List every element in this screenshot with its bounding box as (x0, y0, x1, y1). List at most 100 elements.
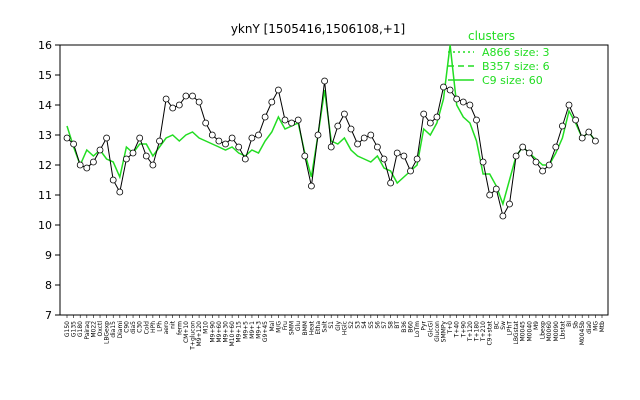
data-point (572, 116, 579, 124)
x-tick-label: MG (592, 321, 599, 331)
data-point (109, 176, 117, 184)
data-point (63, 134, 71, 142)
x-tick-label: M9+3 (256, 321, 263, 339)
data-point (274, 86, 282, 94)
x-tick-label: M10 (203, 321, 210, 334)
data-point (539, 167, 546, 175)
data-point (559, 122, 566, 130)
x-tick-label: S7 (381, 321, 388, 329)
data-point (301, 152, 309, 160)
data-point (565, 101, 573, 109)
x-tick-label: S3 (355, 321, 362, 329)
data-point (340, 110, 348, 118)
data-point (307, 182, 315, 190)
y-tick-label: 12 (38, 159, 52, 172)
x-tick-label: G135 (71, 321, 78, 337)
y-tick-label: 9 (45, 249, 52, 262)
x-tick-label: M0040 (526, 321, 533, 342)
x-tick-label: M/G (275, 321, 282, 333)
x-tick-label: Gly (335, 321, 342, 331)
data-point (519, 143, 527, 151)
data-point (281, 116, 289, 124)
data-point (334, 122, 342, 130)
x-tick-label: Heat (308, 320, 315, 335)
x-tick-label: dia0 (586, 321, 593, 334)
data-point (585, 128, 593, 136)
data-point (525, 149, 533, 157)
data-point (479, 158, 487, 166)
x-tick-label: BT (394, 321, 401, 329)
series-layer (63, 44, 599, 220)
data-point (413, 155, 421, 163)
data-point (499, 212, 507, 220)
data-point (426, 119, 434, 127)
x-tick-label: BI (566, 321, 573, 327)
data-point (486, 191, 494, 199)
data-point (367, 131, 375, 139)
data-point (248, 134, 256, 142)
data-point (545, 161, 553, 169)
x-tick-label: M9 (533, 321, 540, 330)
x-tick-label: S6 (374, 321, 381, 329)
data-point (156, 137, 163, 145)
x-tick-label: C90 (123, 321, 130, 333)
x-tick-label: LPh (156, 321, 163, 332)
x-tick-label: S1 (328, 321, 335, 329)
x-tick-label: G150 (64, 321, 71, 337)
x-tick-label: HPh (150, 321, 157, 333)
x-tick-label: Glu (295, 321, 302, 331)
x-tick-label: S8 (388, 321, 395, 329)
data-point (387, 179, 395, 187)
x-tick-label: Sb (573, 321, 580, 329)
data-point (532, 158, 540, 166)
x-tick-label: B36 (401, 321, 408, 333)
x-tick-label: M9+1 (249, 321, 256, 339)
x-tick-label: ferm (176, 321, 183, 335)
data-point (492, 185, 500, 193)
data-point (473, 116, 480, 124)
x-tick-label: LBGstat (513, 320, 520, 344)
data-point (116, 188, 124, 196)
plot-frame (59, 44, 609, 316)
x-tick-label: HGlc (341, 321, 348, 335)
x-tick-label: dia15 (110, 321, 117, 338)
x-tick-label: C9+stat (487, 320, 494, 345)
data-point (129, 149, 137, 157)
data-point (195, 98, 203, 106)
data-point (314, 131, 322, 139)
data-point (446, 86, 454, 94)
data-point (373, 143, 381, 151)
x-tick-label: Sw (500, 321, 507, 330)
data-point (440, 83, 447, 91)
x-tick-label: B60 (407, 321, 414, 333)
y-tick-label: 13 (38, 129, 52, 142)
x-tick-label: LBGexp (104, 321, 111, 344)
data-point (96, 146, 104, 154)
cluster-series-line (66, 44, 597, 207)
x-tick-label: T+0 (447, 321, 454, 335)
x-tick-label: S5 (368, 321, 375, 329)
data-point (393, 149, 401, 157)
data-point (268, 98, 276, 106)
x-tick-label: M9+120 (196, 321, 203, 347)
data-point (354, 140, 362, 148)
y-tick-label: 7 (45, 309, 52, 322)
x-tick-label: M0060 (546, 321, 553, 342)
data-point (506, 200, 513, 208)
data-point (400, 152, 408, 160)
x-tick-label: T+210 (480, 321, 487, 342)
data-point (169, 104, 177, 112)
data-point (380, 155, 388, 163)
data-point (189, 92, 196, 100)
data-point (347, 125, 355, 133)
x-tick-label: LPhT (507, 321, 514, 336)
data-point (453, 95, 461, 103)
data-point (466, 101, 474, 109)
data-point (215, 137, 223, 145)
data-point (142, 152, 150, 160)
x-tick-label: aero (163, 321, 170, 335)
data-point (578, 134, 586, 142)
x-tick-label: C30 (137, 321, 144, 333)
x-tick-label: BC (493, 321, 500, 329)
